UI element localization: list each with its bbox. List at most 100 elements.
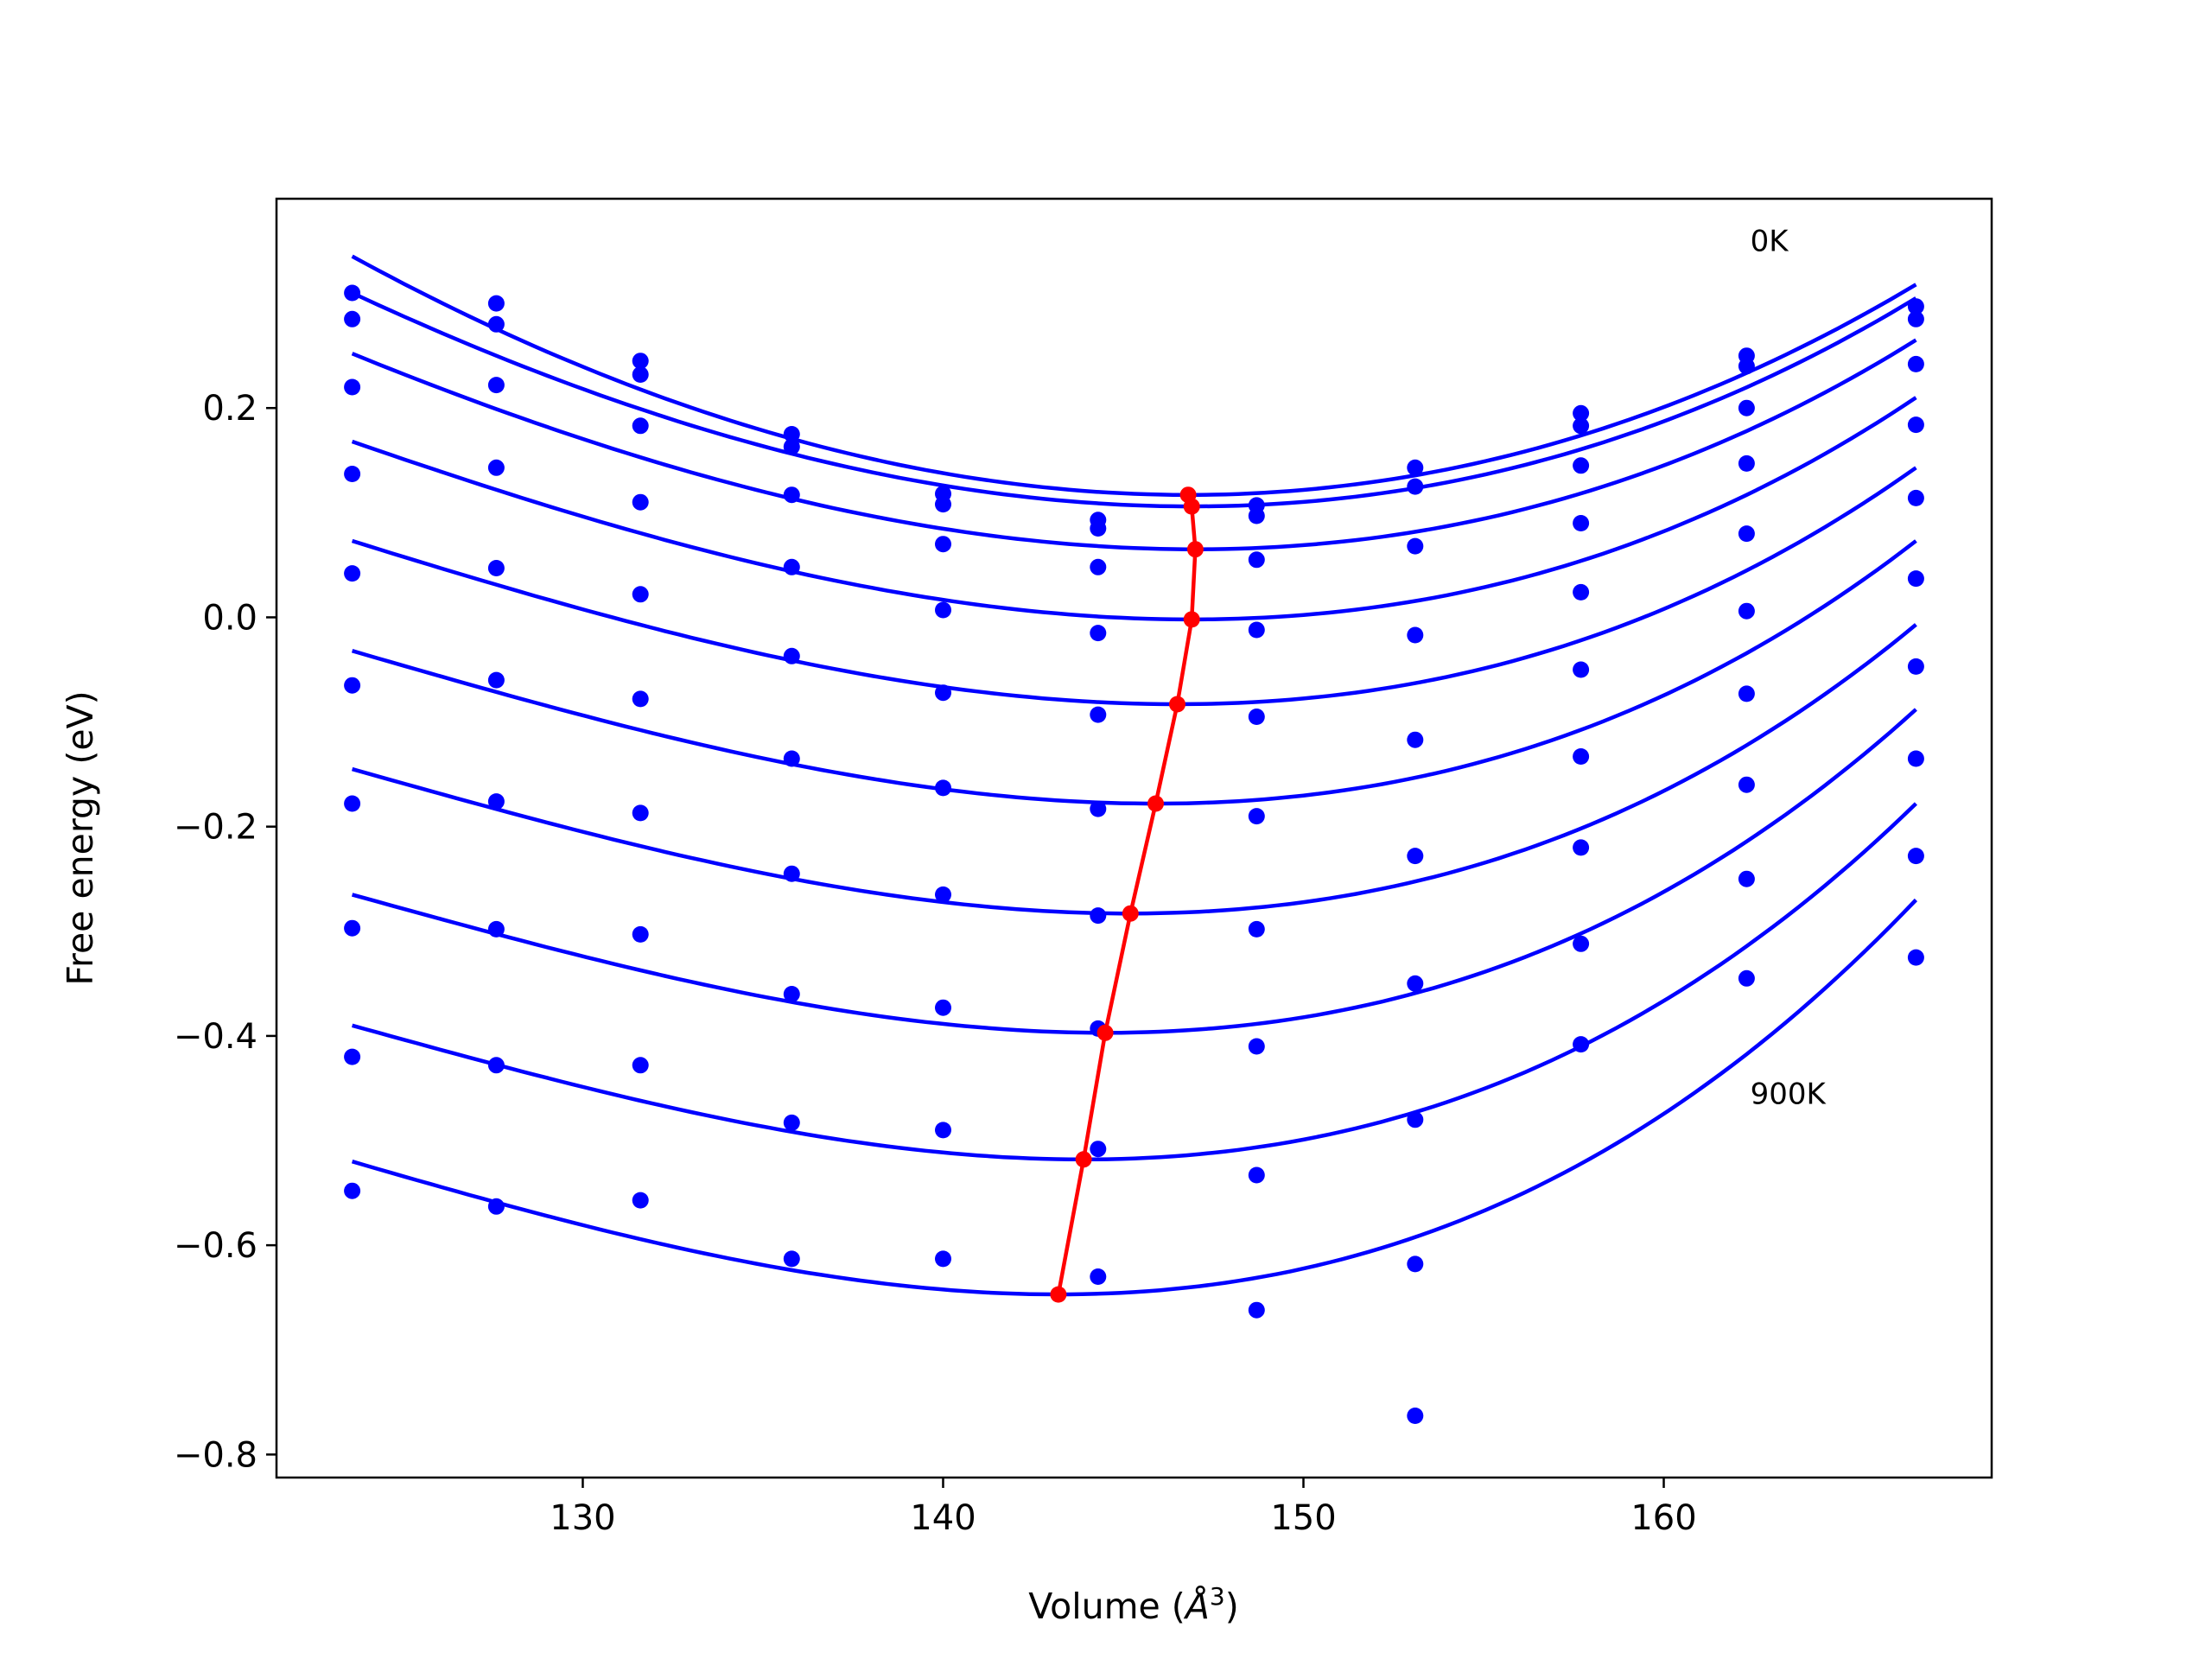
y-tick-label: 0.2 xyxy=(202,389,257,429)
fit-curve-0K xyxy=(351,254,1917,497)
data-point-300K xyxy=(935,601,951,619)
data-point-700K xyxy=(1907,750,1924,767)
minimum-point xyxy=(1122,905,1139,922)
fit-curve-200K xyxy=(351,338,1917,551)
data-point-600K xyxy=(1907,658,1924,675)
data-point-600K xyxy=(1407,975,1424,992)
y-tick-label: −0.6 xyxy=(174,1226,257,1266)
data-point-100K xyxy=(1248,507,1265,524)
fit-curve-400K xyxy=(351,466,1917,707)
data-point-200K xyxy=(935,536,951,553)
data-point-300K xyxy=(344,466,361,482)
minimum-point xyxy=(1050,1286,1067,1303)
annotation-900K: 900K xyxy=(1751,1077,1827,1112)
data-point-100K xyxy=(1738,358,1755,375)
data-point-800K xyxy=(1907,848,1924,865)
data-point-0K xyxy=(487,295,505,312)
plot-frame xyxy=(275,197,1993,1479)
data-point-400K xyxy=(487,560,505,576)
data-point-500K xyxy=(1738,602,1755,620)
fit-curve-100K xyxy=(351,290,1917,509)
data-point-100K xyxy=(1090,520,1107,537)
data-point-400K xyxy=(344,565,361,582)
data-point-900K xyxy=(344,1182,361,1199)
y-tick-label: −0.2 xyxy=(174,808,257,848)
data-point-0K xyxy=(632,353,649,370)
data-point-400K xyxy=(935,684,951,702)
data-point-300K xyxy=(1573,515,1590,531)
x-tick-label: 130 xyxy=(550,1498,615,1538)
data-point-300K xyxy=(487,459,505,476)
data-point-600K xyxy=(1738,685,1755,702)
data-point-900K xyxy=(1573,1036,1590,1053)
data-point-800K xyxy=(1738,870,1755,887)
data-point-200K xyxy=(632,417,649,435)
data-point-700K xyxy=(1248,1038,1265,1055)
data-point-900K xyxy=(1907,949,1924,966)
data-point-400K xyxy=(1573,583,1590,601)
fit-curve-300K xyxy=(351,396,1917,622)
data-point-600K xyxy=(632,804,649,822)
fit-curve-500K xyxy=(351,539,1917,806)
y-axis-ticks: 0.2 0.0 −0.2 −0.4 −0.6 −0.8 xyxy=(174,389,276,1475)
data-point-900K xyxy=(487,1198,505,1215)
data-point-800K xyxy=(1407,1255,1424,1273)
data-point-700K xyxy=(1573,839,1590,856)
data-point-800K xyxy=(935,1122,951,1139)
data-point-900K xyxy=(935,1250,951,1268)
data-point-800K xyxy=(1090,1141,1107,1158)
data-point-0K xyxy=(1407,459,1424,476)
data-point-100K xyxy=(783,438,800,455)
x-axis-label: Volume (Å3) xyxy=(1028,1582,1238,1627)
minimum-point xyxy=(1147,795,1164,812)
data-point-300K xyxy=(1907,416,1924,434)
data-point-500K xyxy=(344,677,361,694)
data-point-300K xyxy=(1407,626,1424,644)
data-point-400K xyxy=(632,586,649,603)
data-point-600K xyxy=(487,793,505,810)
data-point-600K xyxy=(1090,907,1107,925)
data-point-700K xyxy=(344,919,361,937)
data-point-600K xyxy=(1573,748,1590,765)
x-tick-label: 160 xyxy=(1630,1498,1696,1538)
data-point-600K xyxy=(783,865,800,882)
data-point-500K xyxy=(1090,800,1107,817)
data-point-200K xyxy=(1573,457,1590,474)
data-point-700K xyxy=(1407,1111,1424,1128)
data-point-300K xyxy=(1738,454,1755,472)
data-point-200K xyxy=(1248,551,1265,569)
data-point-100K xyxy=(344,310,361,327)
data-point-200K xyxy=(487,377,505,394)
data-point-700K xyxy=(632,925,649,943)
y-tick-label: 0.0 xyxy=(202,598,257,638)
data-point-0K xyxy=(1573,404,1590,422)
data-point-0K xyxy=(344,284,361,302)
data-point-400K xyxy=(783,647,800,664)
data-point-200K xyxy=(1907,355,1924,372)
data-point-500K xyxy=(1573,661,1590,678)
data-point-900K xyxy=(1407,1408,1424,1424)
data-point-400K xyxy=(1738,525,1755,543)
data-point-700K xyxy=(1738,776,1755,793)
data-point-100K xyxy=(1407,478,1424,495)
minimum-point xyxy=(1186,541,1204,558)
x-tick-label: 150 xyxy=(1270,1498,1336,1538)
minimum-point xyxy=(1096,1024,1114,1041)
data-point-800K xyxy=(783,1114,800,1131)
data-point-900K xyxy=(783,1250,800,1268)
data-point-900K xyxy=(1090,1268,1107,1285)
data-point-200K xyxy=(344,378,361,396)
x-tick-label: 140 xyxy=(910,1498,976,1538)
y-tick-label: −0.8 xyxy=(174,1435,257,1475)
data-point-200K xyxy=(1407,537,1424,555)
data-point-500K xyxy=(487,671,505,689)
data-point-200K xyxy=(1090,558,1107,575)
data-point-300K xyxy=(783,558,800,575)
data-point-700K xyxy=(487,920,505,938)
data-points xyxy=(344,284,1924,1424)
minimum-point xyxy=(1075,1151,1092,1168)
fit-curve-700K xyxy=(351,708,1917,1035)
data-point-100K xyxy=(632,366,649,383)
